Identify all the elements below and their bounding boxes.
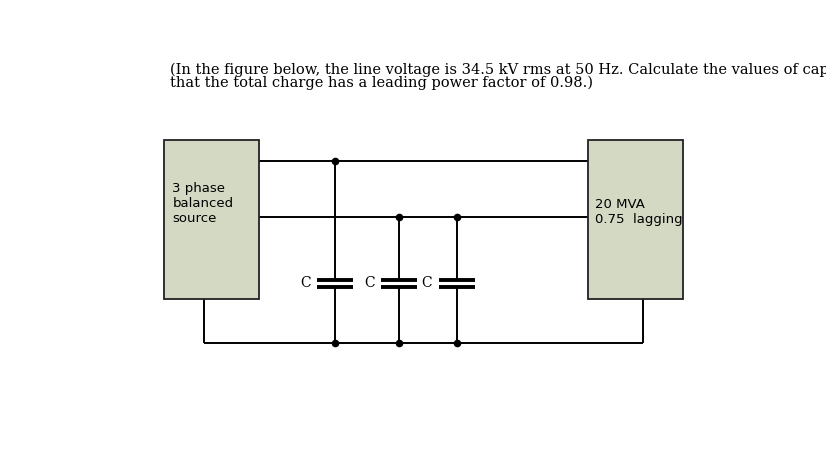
Text: 3 phase
balanced
source: 3 phase balanced source (173, 182, 234, 225)
Text: C: C (300, 276, 311, 291)
Text: C: C (364, 276, 375, 291)
Text: that the total charge has a leading power factor of 0.98.): that the total charge has a leading powe… (170, 75, 593, 90)
Text: C: C (421, 276, 432, 291)
Text: 20 MVA
0.75  lagging: 20 MVA 0.75 lagging (595, 197, 682, 226)
Text: (In the figure below, the line voltage is 34.5 kV rms at 50 Hz. Calculate the va: (In the figure below, the line voltage i… (170, 62, 826, 77)
FancyBboxPatch shape (164, 140, 259, 299)
FancyBboxPatch shape (588, 140, 683, 299)
